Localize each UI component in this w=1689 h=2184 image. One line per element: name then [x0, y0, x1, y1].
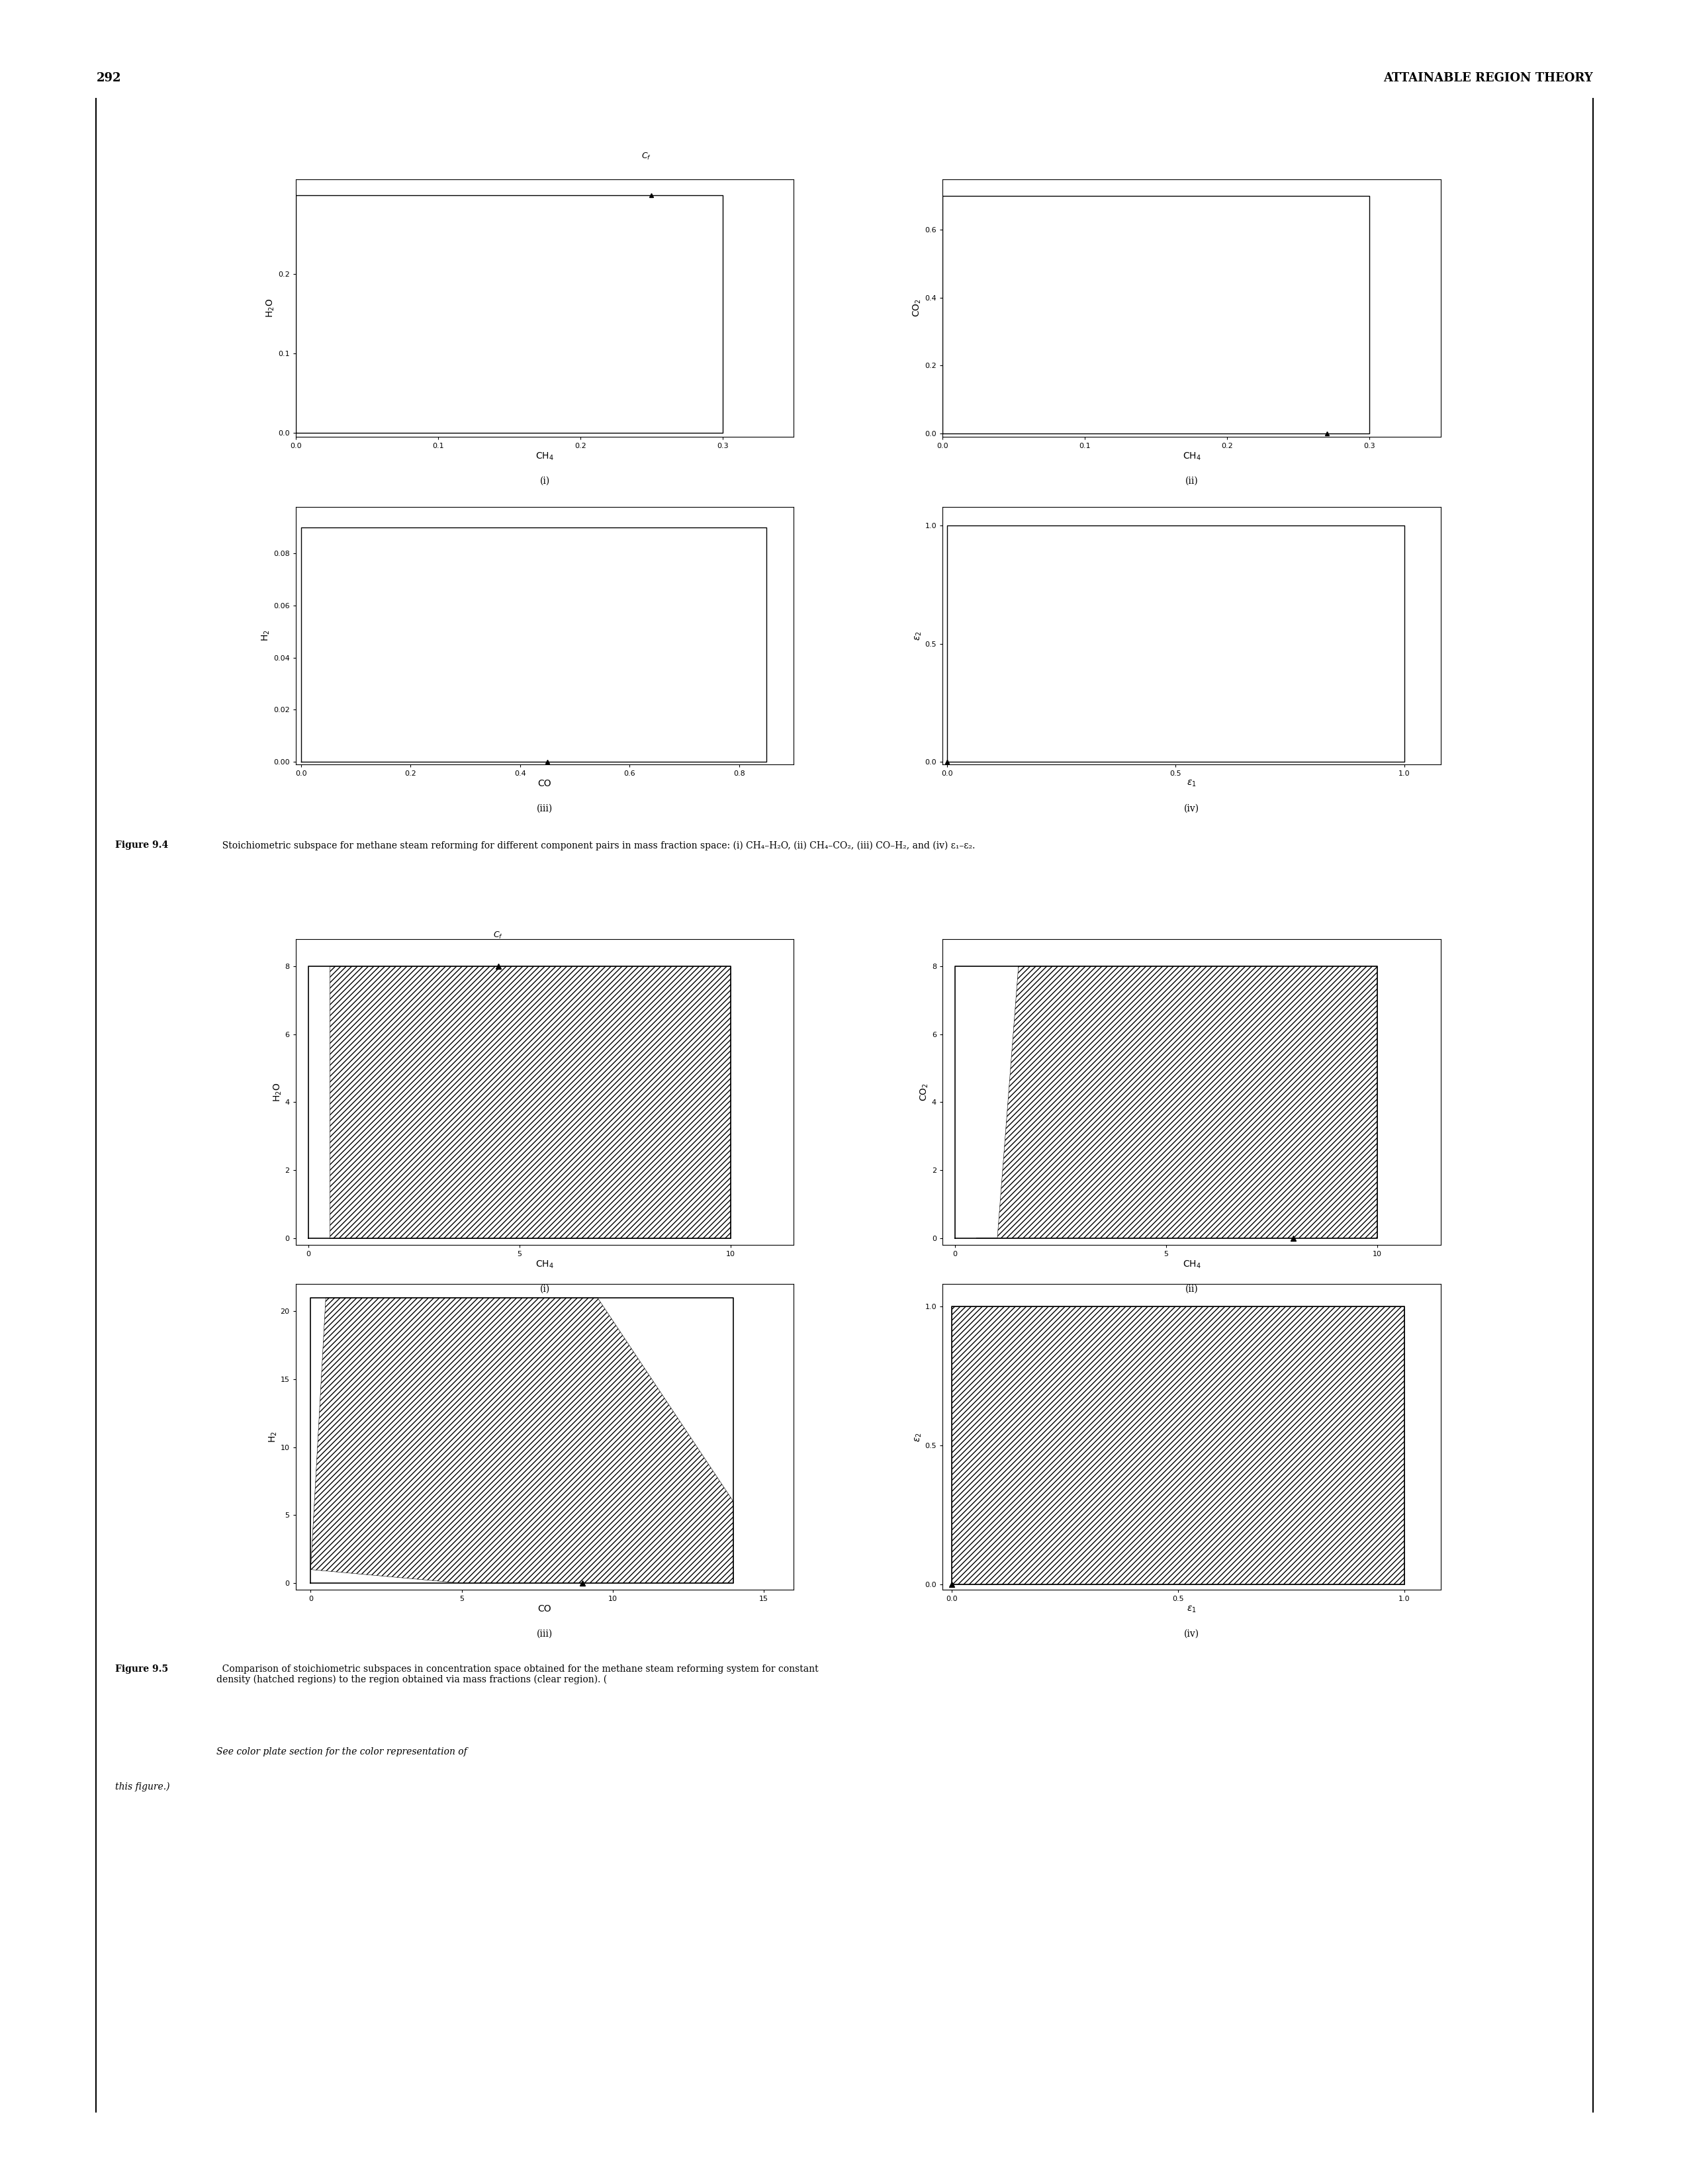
X-axis label: $\varepsilon_1$: $\varepsilon_1$: [1187, 1605, 1196, 1614]
Y-axis label: H$_2$: H$_2$: [267, 1431, 279, 1444]
Text: (iv): (iv): [1184, 1629, 1199, 1638]
Text: Figure 9.5: Figure 9.5: [115, 1664, 167, 1673]
Y-axis label: CO$_2$: CO$_2$: [912, 299, 922, 317]
Text: $C_f$: $C_f$: [642, 151, 652, 162]
Text: Figure 9.4: Figure 9.4: [115, 841, 167, 850]
Text: 292: 292: [96, 72, 122, 83]
Text: (i): (i): [540, 476, 549, 485]
Y-axis label: $\varepsilon_2$: $\varepsilon_2$: [914, 1433, 922, 1441]
Text: (iii): (iii): [537, 1629, 552, 1638]
Y-axis label: H$_2$: H$_2$: [260, 629, 272, 642]
X-axis label: $\varepsilon_1$: $\varepsilon_1$: [1187, 780, 1196, 788]
Text: ATTAINABLE REGION THEORY: ATTAINABLE REGION THEORY: [1383, 72, 1593, 83]
Y-axis label: H$_2$O: H$_2$O: [265, 299, 275, 317]
Text: this figure.): this figure.): [115, 1782, 169, 1791]
X-axis label: CO: CO: [537, 780, 552, 788]
Text: Stoichiometric subspace for methane steam reforming for different component pair: Stoichiometric subspace for methane stea…: [216, 841, 975, 850]
Text: Comparison of stoichiometric subspaces in concentration space obtained for the m: Comparison of stoichiometric subspaces i…: [216, 1664, 817, 1684]
Y-axis label: $\varepsilon_2$: $\varepsilon_2$: [914, 631, 922, 640]
Text: (i): (i): [540, 1284, 549, 1293]
X-axis label: CO: CO: [537, 1605, 552, 1614]
X-axis label: CH$_4$: CH$_4$: [535, 452, 554, 463]
Text: $C_f$: $C_f$: [493, 930, 503, 941]
X-axis label: CH$_4$: CH$_4$: [535, 1260, 554, 1271]
Text: (ii): (ii): [1186, 1284, 1198, 1293]
Text: (iii): (iii): [537, 804, 552, 812]
Text: (iv): (iv): [1184, 804, 1199, 812]
X-axis label: CH$_4$: CH$_4$: [1182, 452, 1201, 463]
Text: (ii): (ii): [1186, 476, 1198, 485]
Y-axis label: CO$_2$: CO$_2$: [919, 1083, 931, 1101]
Y-axis label: H$_2$O: H$_2$O: [272, 1083, 284, 1101]
Text: See color plate section for the color representation of: See color plate section for the color re…: [216, 1747, 466, 1756]
X-axis label: CH$_4$: CH$_4$: [1182, 1260, 1201, 1271]
